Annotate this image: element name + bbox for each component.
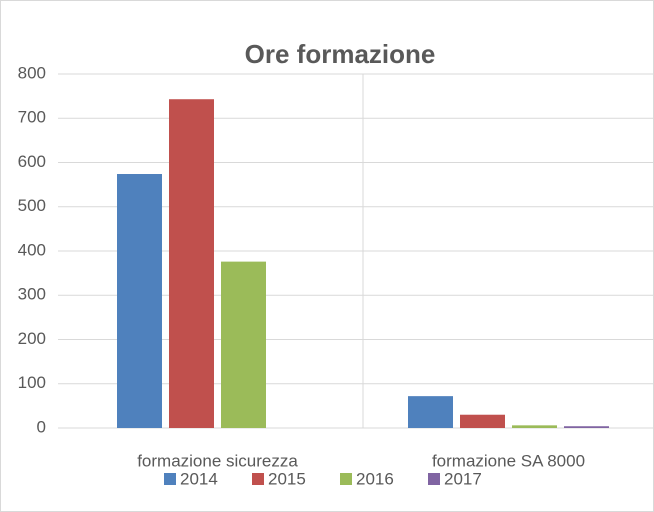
x-tick-label: formazione SA 8000 [432, 451, 585, 470]
y-tick-label: 800 [18, 63, 46, 82]
y-tick-label: 400 [18, 240, 46, 259]
y-tick-label: 0 [37, 417, 46, 436]
legend-label: 2017 [444, 469, 482, 488]
bar [408, 396, 453, 428]
legend-swatch [428, 473, 440, 485]
y-tick-label: 200 [18, 329, 46, 348]
bar [564, 426, 609, 428]
legend-label: 2014 [180, 469, 218, 488]
legend-swatch [252, 473, 264, 485]
legend-swatch [340, 473, 352, 485]
legend-swatch [164, 473, 176, 485]
y-tick-label: 600 [18, 152, 46, 171]
bar [221, 261, 266, 428]
y-tick-label: 700 [18, 108, 46, 127]
chart-title: Ore formazione [245, 39, 436, 69]
x-tick-label: formazione sicurezza [137, 451, 298, 470]
y-tick-label: 300 [18, 285, 46, 304]
y-tick-label: 500 [18, 196, 46, 215]
legend-label: 2015 [268, 469, 306, 488]
bar [117, 174, 162, 428]
bar [512, 425, 557, 428]
legend-label: 2016 [356, 469, 394, 488]
bar [169, 99, 214, 428]
bar [460, 414, 505, 428]
y-tick-label: 100 [18, 373, 46, 392]
